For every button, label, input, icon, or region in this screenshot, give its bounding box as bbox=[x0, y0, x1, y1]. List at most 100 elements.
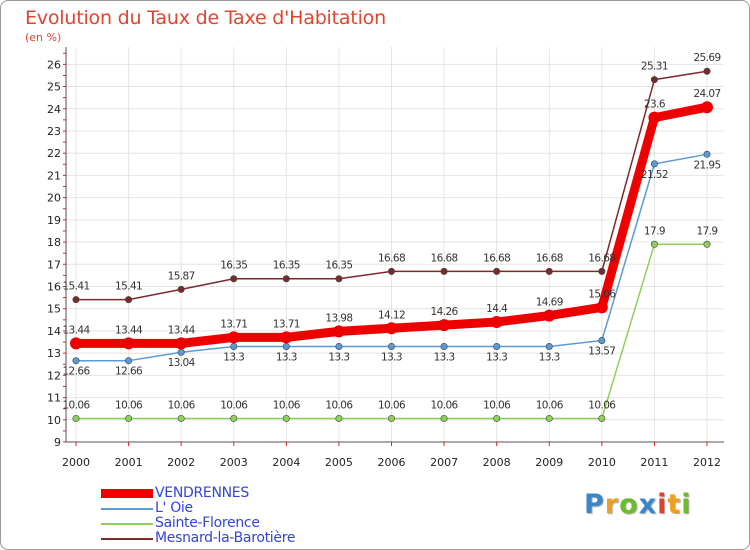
y-tick-label: 14 bbox=[47, 325, 61, 338]
data-label: 10.06 bbox=[378, 399, 406, 411]
y-tick-label: 17 bbox=[47, 258, 61, 271]
data-label: 21.52 bbox=[641, 169, 668, 181]
x-tick-label: 2011 bbox=[640, 456, 668, 469]
data-point bbox=[175, 337, 188, 350]
data-point bbox=[545, 342, 553, 350]
data-label: 15.41 bbox=[62, 281, 89, 293]
data-point bbox=[282, 342, 290, 350]
y-tick-label: 20 bbox=[47, 192, 61, 205]
y-tick-label: 10 bbox=[47, 414, 61, 427]
data-point bbox=[440, 267, 448, 275]
data-label: 24.07 bbox=[693, 88, 720, 100]
data-label: 16.68 bbox=[378, 252, 405, 264]
data-point bbox=[230, 342, 238, 350]
data-point bbox=[125, 357, 133, 365]
data-point bbox=[230, 275, 238, 283]
data-point bbox=[440, 414, 448, 422]
data-label: 16.68 bbox=[431, 252, 458, 264]
data-point bbox=[177, 348, 185, 356]
y-tick-label: 18 bbox=[47, 236, 61, 249]
y-tick-label: 13 bbox=[47, 347, 61, 360]
data-label: 14.12 bbox=[378, 309, 405, 321]
data-point bbox=[335, 342, 343, 350]
data-label: 13.44 bbox=[168, 324, 196, 336]
logo-letter: r bbox=[604, 489, 620, 520]
data-point bbox=[438, 319, 451, 332]
x-tick-label: 2009 bbox=[535, 456, 563, 469]
data-label: 10.06 bbox=[431, 399, 459, 411]
data-point bbox=[177, 285, 185, 293]
data-point bbox=[650, 240, 658, 248]
data-point bbox=[72, 296, 80, 304]
data-point bbox=[335, 275, 343, 283]
y-tick-label: 23 bbox=[47, 125, 61, 138]
data-label: 15.87 bbox=[168, 270, 195, 282]
data-label: 14.69 bbox=[536, 297, 563, 309]
data-point bbox=[545, 267, 553, 275]
logo-letter: i bbox=[681, 489, 692, 520]
data-point bbox=[701, 101, 713, 114]
data-label: 17.9 bbox=[644, 225, 665, 237]
data-label: 23.6 bbox=[644, 99, 666, 111]
y-tick-label: 9 bbox=[54, 436, 61, 449]
data-label: 13.71 bbox=[273, 318, 300, 330]
data-point bbox=[598, 414, 606, 422]
data-label: 10.06 bbox=[483, 399, 511, 411]
data-point bbox=[703, 240, 711, 248]
y-tick-label: 25 bbox=[47, 81, 61, 94]
data-label: 13.3 bbox=[539, 351, 560, 363]
x-tick-label: 2010 bbox=[588, 456, 616, 469]
data-label: 15.41 bbox=[115, 281, 142, 293]
y-tick-label: 11 bbox=[47, 392, 61, 405]
data-label: 13.3 bbox=[276, 351, 297, 363]
data-label: 13.3 bbox=[328, 351, 349, 363]
data-point bbox=[72, 414, 80, 422]
data-label: 16.35 bbox=[220, 260, 247, 272]
data-point bbox=[598, 267, 606, 275]
data-point bbox=[387, 267, 395, 275]
legend-swatch bbox=[101, 523, 153, 525]
data-label: 13.3 bbox=[486, 351, 507, 363]
y-tick-label: 16 bbox=[47, 280, 61, 293]
data-point bbox=[543, 309, 556, 322]
x-tick-label: 2002 bbox=[167, 456, 195, 469]
data-point bbox=[595, 301, 608, 314]
y-tick-label: 26 bbox=[47, 58, 61, 71]
x-tick-label: 2004 bbox=[272, 456, 300, 469]
legend-swatch bbox=[101, 538, 153, 540]
data-label: 13.04 bbox=[168, 357, 196, 369]
data-point bbox=[332, 325, 345, 338]
legend-label: L' Oie bbox=[155, 500, 193, 516]
data-label: 16.68 bbox=[536, 252, 563, 264]
legend-swatch bbox=[101, 508, 153, 510]
data-label: 16.35 bbox=[273, 260, 300, 272]
logo-letter: t bbox=[667, 489, 682, 520]
data-point bbox=[650, 76, 658, 84]
data-label: 12.66 bbox=[115, 366, 143, 378]
data-label: 10.06 bbox=[115, 399, 143, 411]
data-point bbox=[493, 414, 501, 422]
data-label: 13.3 bbox=[381, 351, 402, 363]
legend-label: Sainte-Florence bbox=[155, 515, 260, 531]
x-tick-label: 2000 bbox=[62, 456, 90, 469]
data-label: 16.68 bbox=[588, 252, 615, 264]
data-point bbox=[227, 331, 240, 344]
data-label: 10.06 bbox=[325, 399, 353, 411]
data-point bbox=[122, 337, 135, 350]
x-tick-label: 2001 bbox=[115, 456, 143, 469]
data-point bbox=[335, 414, 343, 422]
data-label: 10.06 bbox=[588, 399, 616, 411]
data-point bbox=[282, 414, 290, 422]
y-tick-label: 24 bbox=[47, 103, 61, 116]
legend-swatch bbox=[101, 489, 153, 498]
data-label: 13.44 bbox=[115, 324, 143, 336]
data-label: 10.06 bbox=[62, 399, 90, 411]
data-label: 10.06 bbox=[273, 399, 301, 411]
logo-letter: P bbox=[584, 489, 605, 520]
logo-letter: x bbox=[638, 489, 658, 520]
y-tick-label: 19 bbox=[47, 214, 61, 227]
data-point bbox=[440, 342, 448, 350]
data-point bbox=[650, 160, 658, 168]
data-label: 25.31 bbox=[641, 61, 668, 73]
